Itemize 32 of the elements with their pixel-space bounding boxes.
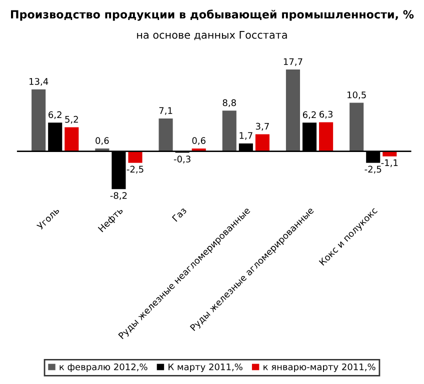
- data-label: -8,2: [110, 192, 127, 200]
- data-label: 0,6: [96, 137, 109, 145]
- data-label: -1,1: [381, 159, 398, 168]
- bar: [158, 118, 173, 152]
- data-label: 0,6: [192, 137, 206, 145]
- data-label: 7,1: [159, 107, 172, 115]
- legend-label: к февралю 2012,%: [60, 363, 148, 372]
- chart-title: Производство продукции в добывающей промышленности, %: [11, 10, 414, 21]
- data-label: -0,3: [174, 156, 190, 164]
- bar: [255, 134, 270, 152]
- data-label: 17,7: [284, 58, 302, 66]
- bar: [222, 110, 236, 152]
- legend-label: К марту 2011,%: [168, 363, 242, 372]
- data-label: 6,2: [302, 111, 316, 120]
- bar: [286, 70, 300, 152]
- data-label: -2,5: [364, 166, 382, 174]
- data-label: 1,7: [240, 132, 252, 140]
- data-label: 10,5: [348, 91, 366, 100]
- bar: [350, 102, 364, 152]
- bar: [64, 127, 79, 152]
- bar: [128, 151, 142, 163]
- data-label: 5,2: [65, 116, 78, 124]
- chart-subtitle: на основе данных Госстата: [137, 31, 287, 40]
- legend-label: к январю-марту 2011,%: [264, 363, 376, 372]
- data-label: -2,5: [126, 166, 144, 174]
- data-label: 3,7: [256, 122, 269, 131]
- data-label: 6,2: [48, 111, 62, 120]
- data-label: 13,4: [30, 78, 48, 86]
- data-label: 6,3: [320, 110, 333, 119]
- bar: [319, 122, 334, 152]
- data-label: 8,8: [222, 99, 236, 108]
- bar: [32, 89, 46, 152]
